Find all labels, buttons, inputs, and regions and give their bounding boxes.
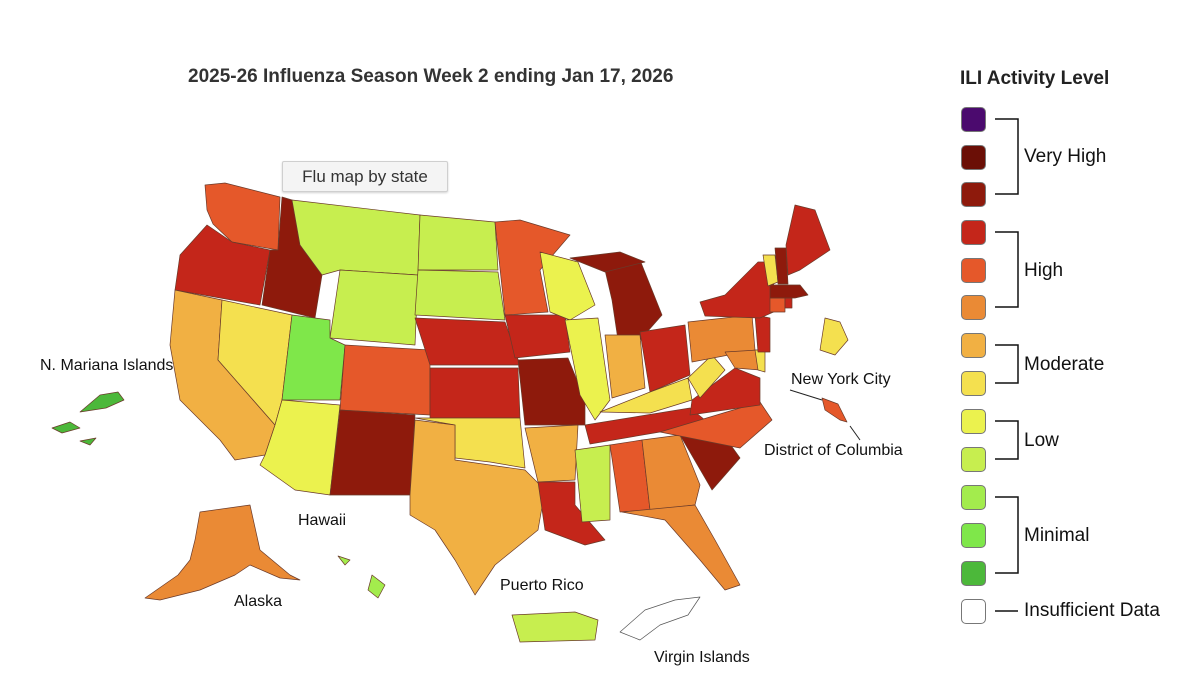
legend-swatch[interactable] (961, 485, 986, 510)
legend-swatch[interactable] (961, 107, 986, 132)
state-wisconsin[interactable] (539, 251, 596, 321)
territory-mariana-2[interactable] (79, 391, 125, 413)
state-wyoming[interactable] (329, 269, 419, 346)
label-dc: District of Columbia (764, 442, 903, 459)
legend-swatch[interactable] (961, 182, 986, 207)
label-hawaii: Hawaii (298, 512, 347, 529)
state-south-dakota[interactable] (414, 269, 506, 321)
legend-swatch[interactable] (961, 523, 986, 548)
state-louisiana[interactable] (537, 481, 606, 546)
state-arizona[interactable] (259, 399, 341, 496)
label-virgin-islands: Virgin Islands (654, 649, 750, 666)
territory-puerto-rico[interactable] (511, 611, 599, 643)
state-massachusetts[interactable] (769, 284, 809, 299)
legend-swatch[interactable] (961, 220, 986, 245)
state-ohio[interactable] (639, 324, 691, 393)
state-new-hampshire[interactable] (774, 247, 789, 285)
territory-virgin-islands[interactable] (619, 596, 701, 641)
legend-very-high: Very High (1024, 146, 1107, 167)
legend-swatch[interactable] (961, 599, 986, 624)
legend-swatch[interactable] (961, 333, 986, 358)
territory-hawaii[interactable] (367, 574, 386, 599)
state-missouri[interactable] (517, 357, 586, 426)
legend-moderate: Moderate (1024, 354, 1105, 375)
state-west-virginia[interactable] (687, 354, 726, 399)
state-new-jersey[interactable] (754, 314, 771, 353)
state-maine[interactable] (785, 204, 831, 276)
map-title: 2025-26 Influenza Season Week 2 ending J… (188, 66, 674, 87)
territory-dc[interactable] (819, 317, 849, 356)
territory-nyc[interactable] (821, 397, 848, 423)
state-mississippi[interactable] (574, 444, 611, 523)
legend-swatch[interactable] (961, 409, 986, 434)
state-arkansas[interactable] (524, 424, 579, 483)
state-kentucky[interactable] (599, 377, 693, 414)
label-mariana: N. Mariana Islands (40, 357, 174, 374)
state-iowa[interactable] (504, 314, 571, 359)
legend-minimal: Minimal (1024, 525, 1090, 546)
legend-high: High (1024, 260, 1064, 281)
legend-swatch[interactable] (961, 447, 986, 472)
legend-swatch[interactable] (961, 371, 986, 396)
flu-map-tooltip: Flu map by state (282, 161, 448, 192)
state-virginia[interactable] (689, 367, 761, 416)
state-oregon[interactable] (174, 224, 271, 306)
territory-hawaii-oahu[interactable] (337, 555, 351, 566)
state-florida[interactable] (621, 504, 741, 591)
state-michigan-up[interactable] (569, 251, 646, 273)
legend-swatch[interactable] (961, 258, 986, 283)
state-illinois[interactable] (564, 317, 611, 421)
state-texas[interactable] (409, 419, 546, 596)
legend-swatch[interactable] (961, 295, 986, 320)
legend-low: Low (1024, 430, 1059, 451)
label-puerto-rico: Puerto Rico (500, 577, 584, 594)
label-nyc: New York City (791, 371, 891, 388)
state-washington[interactable] (204, 182, 281, 251)
territory-mariana-1[interactable] (51, 421, 81, 434)
state-georgia[interactable] (641, 434, 701, 511)
territory-mariana-3[interactable] (79, 437, 97, 446)
legend-swatch[interactable] (961, 145, 986, 170)
label-alaska: Alaska (234, 593, 283, 610)
legend-swatch[interactable] (961, 561, 986, 586)
legend-insufficient: Insufficient Data (1024, 600, 1160, 621)
state-new-mexico[interactable] (329, 409, 416, 496)
state-north-dakota[interactable] (417, 214, 499, 271)
legend-title: ILI Activity Level (960, 68, 1110, 89)
territory-alaska[interactable] (144, 504, 301, 601)
state-indiana[interactable] (604, 334, 646, 399)
